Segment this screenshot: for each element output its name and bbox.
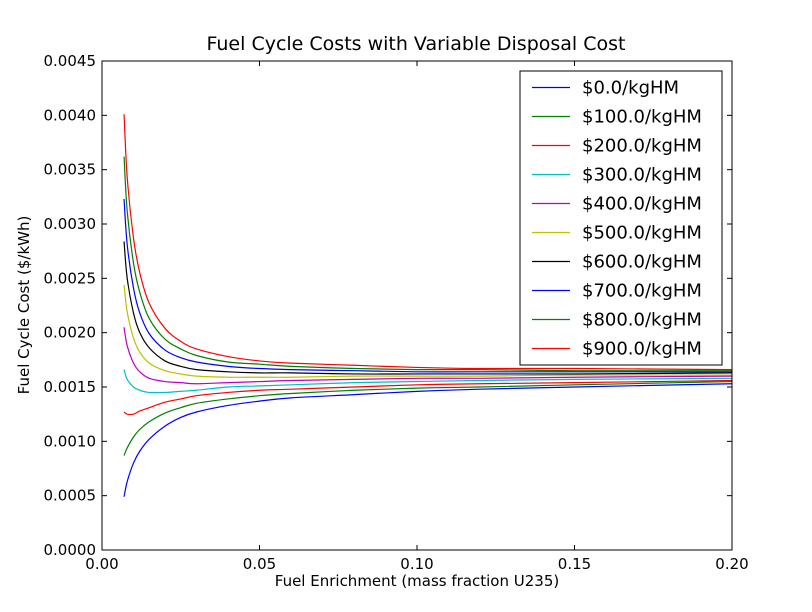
legend-label-6: $600.0/kgHM bbox=[582, 252, 702, 273]
legend-label-3: $300.0/kgHM bbox=[582, 165, 702, 186]
y-tick-label: 0.0030 bbox=[44, 215, 97, 233]
plot-area-frame bbox=[101, 60, 733, 551]
series-line-7 bbox=[123, 198, 732, 373]
y-tick-label: 0.0020 bbox=[44, 324, 97, 342]
series-line-3 bbox=[123, 369, 733, 394]
series-line-6 bbox=[123, 241, 733, 375]
x-tick-label: 0.10 bbox=[400, 555, 433, 573]
legend-label-1: $100.0/kgHM bbox=[582, 107, 702, 128]
series-line-0 bbox=[123, 383, 733, 497]
y-tick-label: 0.0025 bbox=[44, 269, 97, 287]
legend-label-0: $0.0/kgHM bbox=[582, 78, 679, 99]
legend: $0.0/kgHM $100.0/kgHM $200.0/kgHM $300.0/kg… bbox=[519, 70, 723, 366]
x-tick-label: 0.00 bbox=[85, 555, 118, 573]
legend-label-2: $200.0/kgHM bbox=[582, 136, 702, 157]
x-tick-label: 0.20 bbox=[715, 555, 748, 573]
legend-label-5: $500.0/kgHM bbox=[582, 223, 702, 244]
legend-label-7: $700.0/kgHM bbox=[582, 281, 702, 302]
x-tick-label: 0.05 bbox=[243, 555, 276, 573]
y-tick-label: 0.0040 bbox=[44, 106, 97, 124]
x-axis-label: Fuel Enrichment (mass fraction U235) bbox=[275, 572, 559, 590]
series-line-8 bbox=[123, 156, 733, 372]
legend-box bbox=[519, 70, 723, 366]
plot-lines bbox=[123, 114, 733, 497]
series-line-9 bbox=[123, 114, 733, 371]
chart-title: Fuel Cycle Costs with Variable Disposal … bbox=[207, 33, 626, 55]
series-line-5 bbox=[123, 284, 733, 378]
y-tick-label: 0.0005 bbox=[44, 487, 97, 505]
legend-label-8: $800.0/kgHM bbox=[582, 310, 702, 331]
legend-label-9: $900.0/kgHM bbox=[582, 339, 702, 360]
y-tick-label: 0.0045 bbox=[44, 52, 97, 70]
series-line-4 bbox=[123, 327, 733, 385]
y-axis-ticks: 0.0000 0.0005 0.0010 0.0015 0.0020 0.0025 0.00… bbox=[44, 52, 732, 559]
x-axis-ticks: 0.00 0.05 0.10 0.15 0.20 bbox=[85, 61, 749, 573]
y-tick-label: 0.0000 bbox=[44, 541, 97, 559]
legend-label-4: $400.0/kgHM bbox=[582, 194, 702, 215]
y-tick-label: 0.0035 bbox=[44, 161, 97, 179]
x-tick-label: 0.15 bbox=[558, 555, 591, 573]
series-line-2 bbox=[123, 379, 733, 416]
y-tick-label: 0.0015 bbox=[44, 378, 97, 396]
series-line-1 bbox=[123, 380, 733, 456]
y-axis-label: Fuel Cycle Cost ($/kWh) bbox=[15, 216, 33, 395]
y-tick-label: 0.0010 bbox=[44, 432, 97, 450]
